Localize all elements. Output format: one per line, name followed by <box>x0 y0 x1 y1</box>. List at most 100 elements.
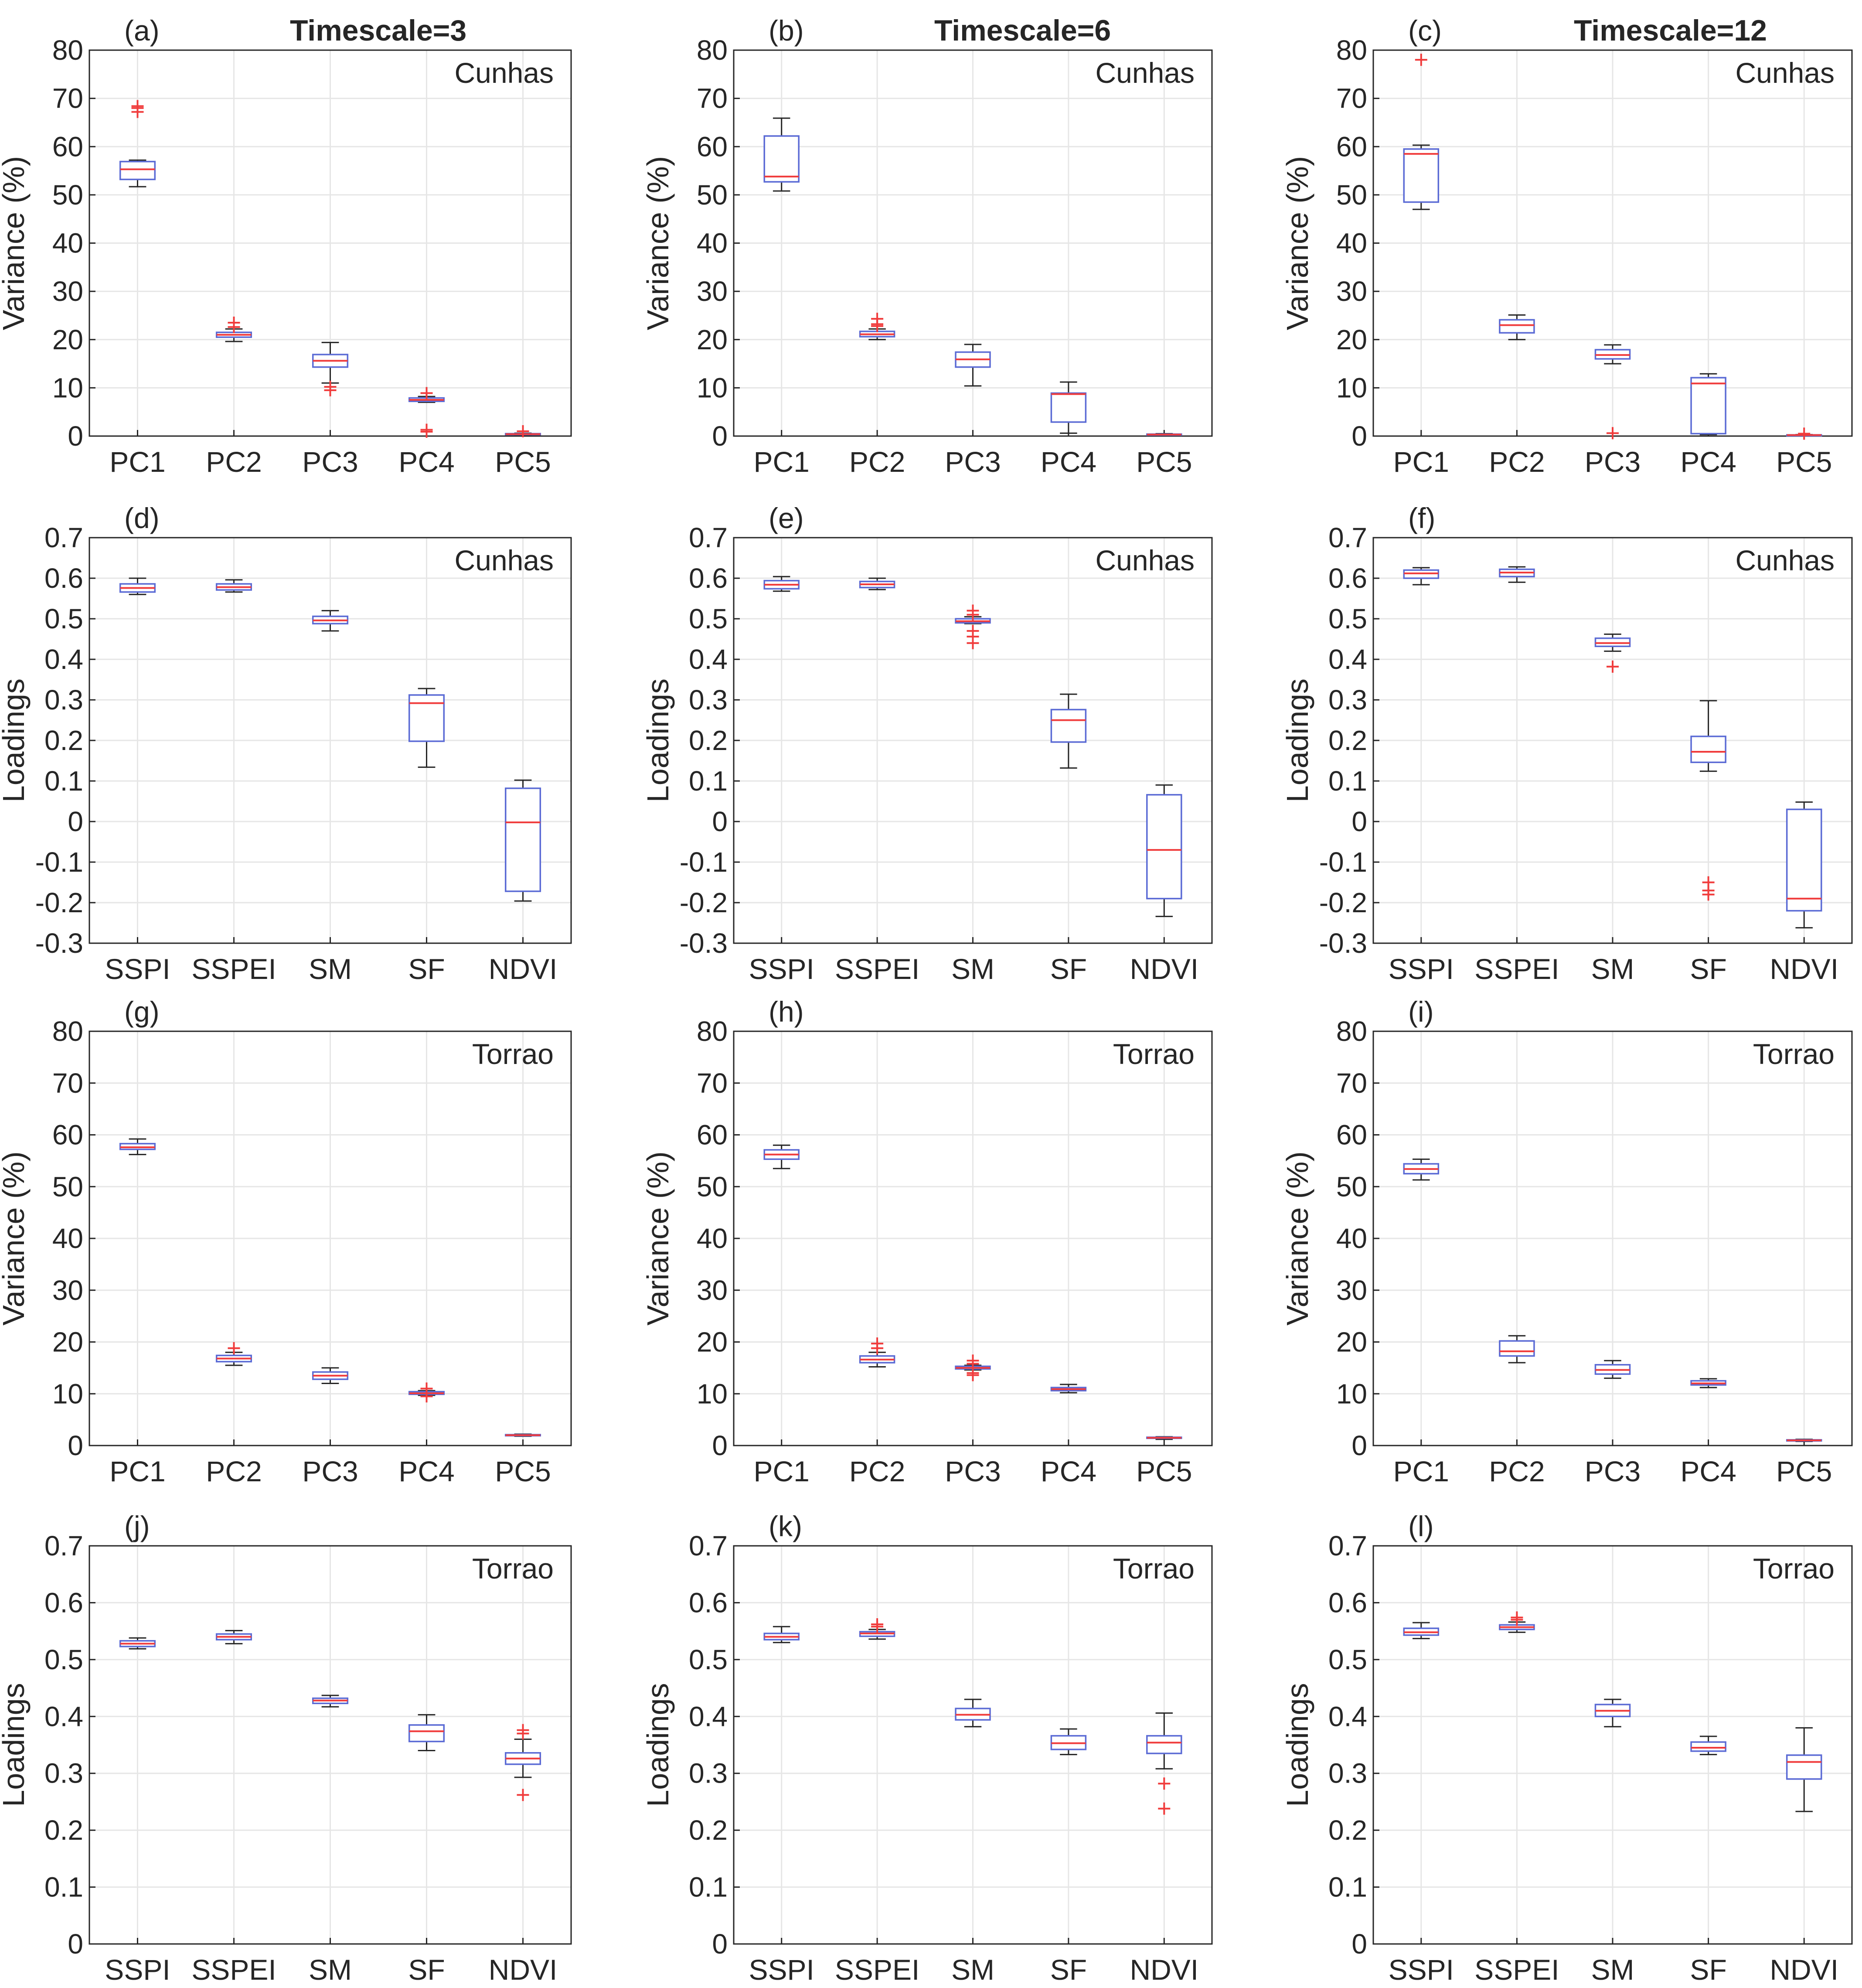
outlier-marker <box>517 1727 529 1740</box>
y-tick-label: 70 <box>1336 1067 1367 1099</box>
box-sspi <box>763 1626 800 1644</box>
y-tick-label: 10 <box>1336 1378 1367 1409</box>
y-tick-label: 0.5 <box>1328 1644 1367 1675</box>
y-axis-label: Variance (%) <box>0 156 31 330</box>
y-tick-label: 0.5 <box>689 1644 728 1675</box>
y-tick-label: 0.7 <box>1328 522 1367 553</box>
y-tick-label: 0.6 <box>689 563 728 594</box>
y-axis-label: Variance (%) <box>0 1151 31 1325</box>
y-tick-label: 0 <box>68 1430 83 1461</box>
x-tick-label: SSPI <box>105 953 170 985</box>
panel-a: 0 10 20 30 40 50 60 70 80 PC1 PC2 PC3 PC4 PC5 Variance… <box>0 14 572 478</box>
x-tick-label: PC4 <box>1680 446 1736 478</box>
outlier-marker <box>517 425 529 437</box>
y-tick-label: 0.7 <box>44 1530 83 1562</box>
box-pc5 <box>504 1433 541 1437</box>
y-tick-label: 0.1 <box>1328 765 1367 797</box>
y-tick-label: 0.2 <box>689 1814 728 1846</box>
x-tick-label: PC1 <box>1393 446 1449 478</box>
y-tick-label: 0 <box>68 806 83 837</box>
y-tick-label: 0.6 <box>44 1587 83 1618</box>
y-tick-label: 0.7 <box>1328 1530 1367 1562</box>
y-tick-label: 0.7 <box>689 522 728 553</box>
outlier-marker <box>967 1369 979 1381</box>
y-tick-label: 20 <box>52 324 83 355</box>
y-tick-label: 0 <box>712 1430 728 1461</box>
box-pc5 <box>1786 1439 1822 1442</box>
y-tick-label: 0.3 <box>689 1758 728 1789</box>
panel-label: (g) <box>124 996 160 1028</box>
y-tick-label: 0.3 <box>1328 684 1367 716</box>
x-tick-label: SF <box>408 1954 445 1986</box>
y-tick-label: 20 <box>697 324 728 355</box>
outlier-marker <box>967 608 979 621</box>
box-pc2 <box>859 313 895 341</box>
x-tick-label: PC5 <box>1136 446 1192 478</box>
box-sf <box>1050 1728 1087 1756</box>
y-tick-label: -0.3 <box>35 928 83 959</box>
x-tick-label: PC5 <box>1776 446 1832 478</box>
panel-label: (c) <box>1408 14 1442 47</box>
box-sm <box>955 604 991 649</box>
y-tick-label: 0.2 <box>44 725 83 756</box>
x-tick-label: SM <box>1591 1954 1634 1986</box>
box-pc3 <box>955 344 991 387</box>
box-sspei <box>215 579 252 593</box>
panel-k: 0 0.1 0.2 0.3 0.4 0.5 0.6 0.7 SSPI SSPEI SM SF NDVI L… <box>641 1510 1213 1986</box>
column-title: Timescale=6 <box>934 14 1111 47</box>
outlier-marker <box>1607 427 1619 440</box>
y-tick-label: 50 <box>52 179 83 211</box>
panel-i: 0 10 20 30 40 50 60 70 80 PC1 PC2 PC3 PC4 PC5 Variance… <box>1280 996 1853 1487</box>
y-tick-label: 0.2 <box>44 1814 83 1846</box>
panel-label: (i) <box>1408 996 1434 1028</box>
y-tick-label: 30 <box>52 1275 83 1306</box>
outlier-marker <box>967 637 979 649</box>
box-iqr <box>1690 735 1726 763</box>
x-tick-label: SSPEI <box>1474 953 1559 985</box>
outlier-marker <box>1702 888 1715 901</box>
panel-label: (l) <box>1408 1510 1434 1542</box>
y-tick-label: -0.2 <box>680 887 728 918</box>
panel-label: (h) <box>769 996 804 1028</box>
x-tick-label: PC2 <box>849 446 905 478</box>
box-iqr <box>763 135 800 183</box>
panel-label: (f) <box>1408 502 1435 534</box>
outlier-marker <box>228 1342 240 1354</box>
x-tick-label: PC5 <box>495 1455 551 1487</box>
column-title: Timescale=3 <box>290 14 466 47</box>
x-tick-label: PC3 <box>1585 446 1641 478</box>
box-pc4 <box>1050 1384 1087 1394</box>
site-label: Cunhas <box>1736 544 1835 576</box>
outlier-marker <box>228 321 240 333</box>
x-tick-label: SF <box>1050 1954 1087 1986</box>
y-tick-label: -0.2 <box>1319 887 1367 918</box>
site-label: Cunhas <box>455 57 554 89</box>
y-tick-label: 0 <box>1351 420 1367 452</box>
y-axis-label: Loadings <box>641 679 675 802</box>
y-tick-label: 50 <box>1336 179 1367 211</box>
x-tick-label: NDVI <box>489 1954 558 1986</box>
site-label: Torrao <box>1753 1552 1835 1585</box>
box-sf <box>1690 1736 1726 1756</box>
site-label: Cunhas <box>455 544 554 576</box>
y-tick-label: 40 <box>697 228 728 259</box>
panel-j: 0 0.1 0.2 0.3 0.4 0.5 0.6 0.7 SSPI SSPEI SM SF NDVI L… <box>0 1510 572 1986</box>
y-tick-label: 0.4 <box>44 644 83 675</box>
box-sspei <box>215 1630 252 1644</box>
y-tick-label: 30 <box>697 276 728 307</box>
x-tick-label: SSPEI <box>835 1954 919 1986</box>
x-tick-label: SSPEI <box>191 1954 276 1986</box>
y-tick-label: 0 <box>1351 806 1367 837</box>
box-pc4 <box>1690 1378 1726 1388</box>
site-label: Torrao <box>472 1038 554 1070</box>
x-tick-label: PC1 <box>109 446 165 478</box>
y-tick-label: 0 <box>712 806 728 837</box>
x-tick-label: PC3 <box>945 1455 1001 1487</box>
y-tick-label: 80 <box>1336 34 1367 66</box>
box-sspi <box>763 576 800 592</box>
box-sm <box>312 610 349 632</box>
panel-h: 0 10 20 30 40 50 60 70 80 PC1 PC2 PC3 PC4 PC5 Variance… <box>641 996 1213 1487</box>
x-tick-label: PC2 <box>206 1455 262 1487</box>
y-tick-label: 0.2 <box>689 725 728 756</box>
